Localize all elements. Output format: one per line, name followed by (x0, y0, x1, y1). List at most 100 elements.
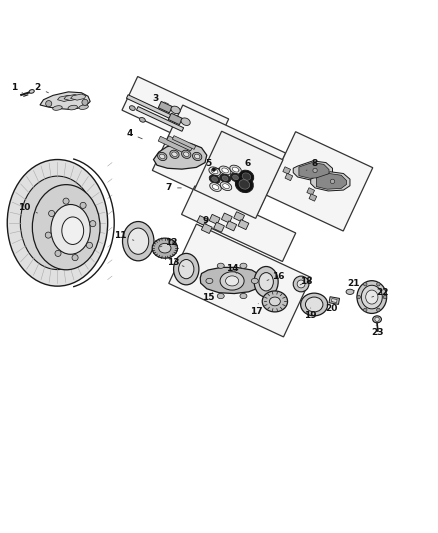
Ellipse shape (269, 297, 280, 306)
Ellipse shape (240, 293, 247, 298)
Circle shape (90, 221, 96, 227)
Text: 11: 11 (114, 231, 134, 240)
Ellipse shape (209, 167, 220, 176)
Circle shape (377, 282, 380, 286)
Polygon shape (200, 268, 262, 294)
Circle shape (82, 99, 88, 106)
Ellipse shape (226, 276, 239, 286)
Ellipse shape (262, 291, 288, 312)
Ellipse shape (251, 278, 258, 284)
Ellipse shape (232, 167, 239, 172)
Polygon shape (122, 77, 229, 152)
Circle shape (55, 251, 61, 256)
Circle shape (63, 198, 69, 204)
Polygon shape (316, 174, 346, 189)
Ellipse shape (29, 90, 34, 93)
Text: 7: 7 (166, 183, 181, 192)
Text: 12: 12 (160, 238, 177, 247)
Polygon shape (173, 135, 196, 149)
Ellipse shape (220, 272, 244, 290)
Text: 2: 2 (35, 83, 49, 93)
Polygon shape (169, 224, 311, 337)
Ellipse shape (20, 176, 95, 270)
Circle shape (72, 255, 78, 261)
Ellipse shape (159, 244, 171, 253)
Ellipse shape (233, 175, 239, 180)
Text: 6: 6 (239, 159, 251, 171)
Circle shape (293, 276, 309, 292)
Ellipse shape (240, 263, 247, 269)
Ellipse shape (220, 182, 232, 191)
Ellipse shape (194, 154, 200, 159)
Ellipse shape (357, 281, 387, 313)
Polygon shape (158, 101, 172, 113)
Text: 17: 17 (250, 304, 262, 316)
Polygon shape (158, 136, 188, 154)
Circle shape (86, 243, 92, 248)
Polygon shape (182, 186, 296, 262)
Ellipse shape (51, 205, 90, 254)
Ellipse shape (259, 272, 273, 291)
Ellipse shape (222, 168, 228, 173)
Ellipse shape (193, 152, 202, 160)
Circle shape (46, 101, 52, 107)
Polygon shape (209, 214, 220, 224)
Ellipse shape (123, 222, 154, 261)
Polygon shape (57, 95, 73, 101)
Ellipse shape (53, 106, 62, 110)
Ellipse shape (209, 175, 220, 183)
Polygon shape (167, 136, 192, 151)
Text: 20: 20 (325, 302, 338, 313)
Polygon shape (299, 163, 329, 179)
Ellipse shape (32, 184, 100, 270)
Circle shape (383, 295, 387, 299)
Polygon shape (307, 188, 314, 195)
Circle shape (49, 211, 55, 216)
Ellipse shape (222, 176, 228, 181)
Polygon shape (222, 213, 232, 223)
Ellipse shape (206, 278, 213, 284)
Polygon shape (233, 212, 244, 222)
Ellipse shape (79, 105, 88, 109)
Ellipse shape (158, 152, 167, 160)
Circle shape (313, 168, 317, 173)
Text: 19: 19 (304, 308, 317, 320)
Text: 4: 4 (126, 129, 142, 139)
Text: 9: 9 (203, 216, 215, 227)
Polygon shape (285, 173, 293, 181)
Polygon shape (127, 95, 173, 119)
Circle shape (45, 232, 51, 238)
Circle shape (377, 308, 380, 312)
Ellipse shape (159, 154, 165, 159)
Polygon shape (137, 107, 184, 131)
Polygon shape (332, 298, 337, 303)
Polygon shape (309, 194, 317, 201)
Polygon shape (197, 216, 208, 225)
Ellipse shape (254, 266, 278, 297)
Polygon shape (238, 220, 249, 230)
Ellipse shape (212, 177, 218, 182)
Ellipse shape (220, 174, 230, 183)
Text: 16: 16 (267, 272, 284, 280)
Circle shape (297, 280, 305, 288)
Text: 14: 14 (226, 264, 238, 273)
Polygon shape (214, 222, 224, 232)
Polygon shape (168, 113, 182, 125)
Circle shape (364, 282, 367, 286)
Circle shape (80, 203, 86, 208)
Ellipse shape (230, 165, 241, 174)
Text: 3: 3 (152, 94, 169, 104)
Ellipse shape (179, 260, 194, 279)
Ellipse shape (170, 150, 179, 158)
Ellipse shape (172, 152, 177, 157)
Ellipse shape (217, 263, 224, 269)
Polygon shape (194, 131, 283, 219)
Circle shape (364, 308, 367, 312)
Text: 1: 1 (11, 83, 22, 93)
Ellipse shape (242, 173, 251, 180)
Ellipse shape (217, 293, 224, 298)
Polygon shape (152, 105, 286, 219)
Ellipse shape (129, 106, 135, 110)
Ellipse shape (239, 170, 254, 183)
Ellipse shape (346, 289, 354, 294)
